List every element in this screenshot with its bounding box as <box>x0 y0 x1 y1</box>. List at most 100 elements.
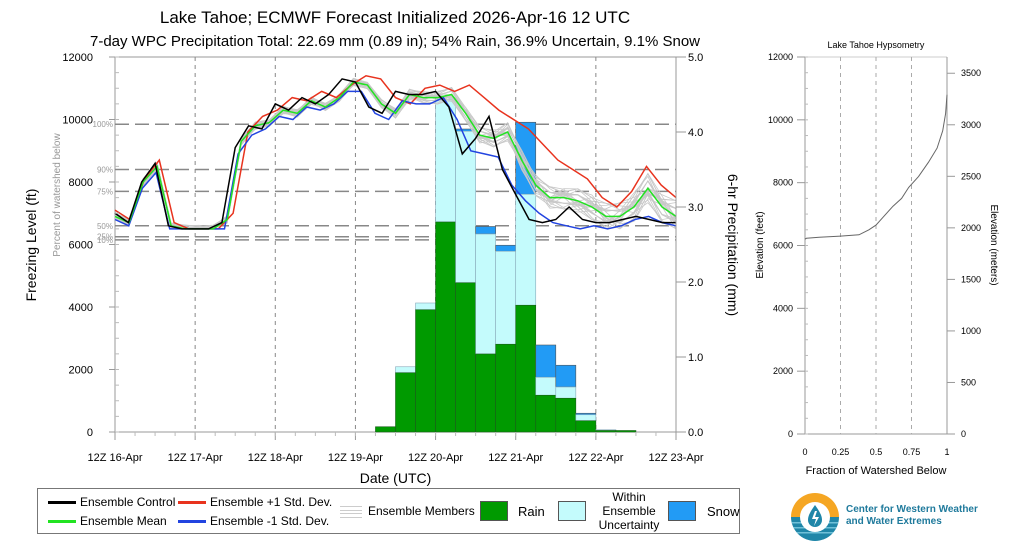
uncertainty-bar <box>535 376 557 396</box>
rain-bar <box>495 343 517 433</box>
rain-bar <box>515 304 537 433</box>
hypsometry-x-tick-label: 0.75 <box>903 447 921 457</box>
right-tick-label: 3.0 <box>688 202 703 214</box>
y-right-axis-label: 6-hr Precipitation (mm) <box>725 174 741 316</box>
hypsometry-x-label: Fraction of Watershed Below <box>806 465 947 477</box>
right-tick-label: 4.0 <box>688 127 703 139</box>
left-tick-label: 2000 <box>69 365 93 377</box>
snow-bar <box>495 244 517 252</box>
hypsometry-x-tick-label: 1 <box>944 447 949 457</box>
y-secondary-label: Percent of watershed below <box>52 133 63 257</box>
snow-swatch <box>668 501 696 521</box>
uncertainty-bar <box>575 414 597 422</box>
legend-uncertainty-line2: Ensemble <box>602 504 656 518</box>
hypsometry-left-tick-label: 6000 <box>773 241 793 251</box>
hypsometry-left-tick-label: 8000 <box>773 178 793 188</box>
logo-text: Center for Western Weather and Water Ext… <box>846 504 978 528</box>
legend-plus-sd: Ensemble +1 Std. Dev. <box>178 495 332 509</box>
water-drop-logo-icon <box>791 493 839 541</box>
x-tick-label: 12Z 20-Apr <box>408 452 463 464</box>
legend-uncertainty-line1: Within <box>612 490 646 504</box>
members-line-swatch <box>340 505 362 518</box>
legend: Ensemble Control Ensemble Mean Ensemble … <box>37 488 740 534</box>
x-axis-label: Date (UTC) <box>360 470 432 486</box>
hypsometry-x-tick-label: 0.5 <box>870 447 883 457</box>
legend-uncertainty-label: Within Ensemble Uncertainty <box>594 490 664 532</box>
plus-sd-line-swatch <box>178 501 206 505</box>
legend-members-label: Ensemble Members <box>368 504 475 518</box>
chart-title: Lake Tahoe; ECMWF Forecast Initialized 2… <box>159 8 631 27</box>
rain-bar <box>455 282 476 433</box>
rain-swatch <box>480 501 508 521</box>
percent-label: 90% <box>97 166 113 175</box>
legend-minus-sd-label: Ensemble -1 Std. Dev. <box>210 514 330 528</box>
legend-minus-sd: Ensemble -1 Std. Dev. <box>178 514 329 528</box>
rain-bar <box>475 353 496 433</box>
rain-bar <box>415 309 436 433</box>
hypsometry-y-label: Elevation (feet) <box>755 211 766 278</box>
x-tick-label: 12Z 23-Apr <box>648 452 703 464</box>
hypsometry-right-tick-label: 1500 <box>961 274 981 284</box>
left-tick-label: 6000 <box>69 240 93 252</box>
rain-bar <box>595 430 617 433</box>
hypsometry-left-tick-label: 10000 <box>768 115 793 125</box>
uncertainty-bar <box>455 130 476 284</box>
left-tick-label: 0 <box>87 427 93 439</box>
percent-label: 100% <box>93 120 113 129</box>
hypsometry-right-tick-label: 3500 <box>961 68 981 78</box>
hypsometry-y-right-label: Elevation (meters) <box>988 204 999 285</box>
hypsometry-right-tick-label: 1000 <box>961 326 981 336</box>
mean-line-swatch <box>48 520 76 524</box>
uncertainty-bar <box>515 193 537 306</box>
y-axis-label: Freezing Level (ft) <box>23 189 39 302</box>
uncertainty-swatch <box>558 501 586 521</box>
percent-label: 75% <box>97 187 113 196</box>
cw3e-logo: Center for Western Weather and Water Ext… <box>790 490 1024 546</box>
left-tick-label: 8000 <box>69 177 93 189</box>
rain-bar <box>375 426 396 433</box>
minus-sd-line-swatch <box>178 520 206 524</box>
legend-mean-label: Ensemble Mean <box>80 514 167 528</box>
legend-members: Ensemble Members <box>340 504 475 518</box>
hypsometry-right-tick-label: 2500 <box>961 171 981 181</box>
legend-snow-label: Snow <box>707 504 740 519</box>
left-tick-label: 10000 <box>62 115 93 127</box>
hypsometry-right-tick-label: 3000 <box>961 120 981 130</box>
control-line-swatch <box>48 501 76 505</box>
right-tick-label: 1.0 <box>688 352 703 364</box>
snow-bar <box>535 344 557 378</box>
hypsometry-curve <box>804 94 948 240</box>
logo-line2: and Water Extremes <box>846 516 942 527</box>
legend-plus-sd-label: Ensemble +1 Std. Dev. <box>210 495 333 509</box>
x-tick-label: 12Z 22-Apr <box>568 452 623 464</box>
legend-uncertainty-line3: Uncertainty <box>598 518 660 532</box>
legend-control-label: Ensemble Control <box>80 495 176 509</box>
x-tick-label: 12Z 16-Apr <box>87 452 142 464</box>
x-tick-label: 12Z 17-Apr <box>168 452 223 464</box>
hypsometry-x-tick-label: 0.25 <box>832 447 850 457</box>
hypsometry-title: Lake Tahoe Hypsometry <box>828 40 925 50</box>
x-tick-label: 12Z 18-Apr <box>248 452 303 464</box>
percent-label: 50% <box>97 222 113 231</box>
legend-control: Ensemble Control <box>48 495 175 509</box>
uncertainty-bar <box>495 250 517 345</box>
mean-line <box>114 81 677 230</box>
hypsometry-left-tick-label: 2000 <box>773 366 793 376</box>
hypsometry-right-tick-label: 500 <box>961 377 976 387</box>
rain-bar <box>555 397 577 433</box>
control-line <box>114 78 676 230</box>
rain-bar <box>575 420 597 433</box>
snow-bar <box>475 226 496 235</box>
uncertainty-bar <box>395 366 416 374</box>
hypsometry-left-tick-label: 0 <box>788 429 793 439</box>
percent-label: 10% <box>97 236 113 245</box>
x-tick-label: 12Z 21-Apr <box>488 452 543 464</box>
snow-bar <box>555 364 577 388</box>
right-tick-label: 0.0 <box>688 427 703 439</box>
uncertainty-bar <box>415 302 436 311</box>
percent-label: 25% <box>97 233 113 242</box>
legend-rain-label: Rain <box>518 504 545 519</box>
legend-mean: Ensemble Mean <box>48 514 167 528</box>
right-tick-label: 5.0 <box>688 52 703 64</box>
